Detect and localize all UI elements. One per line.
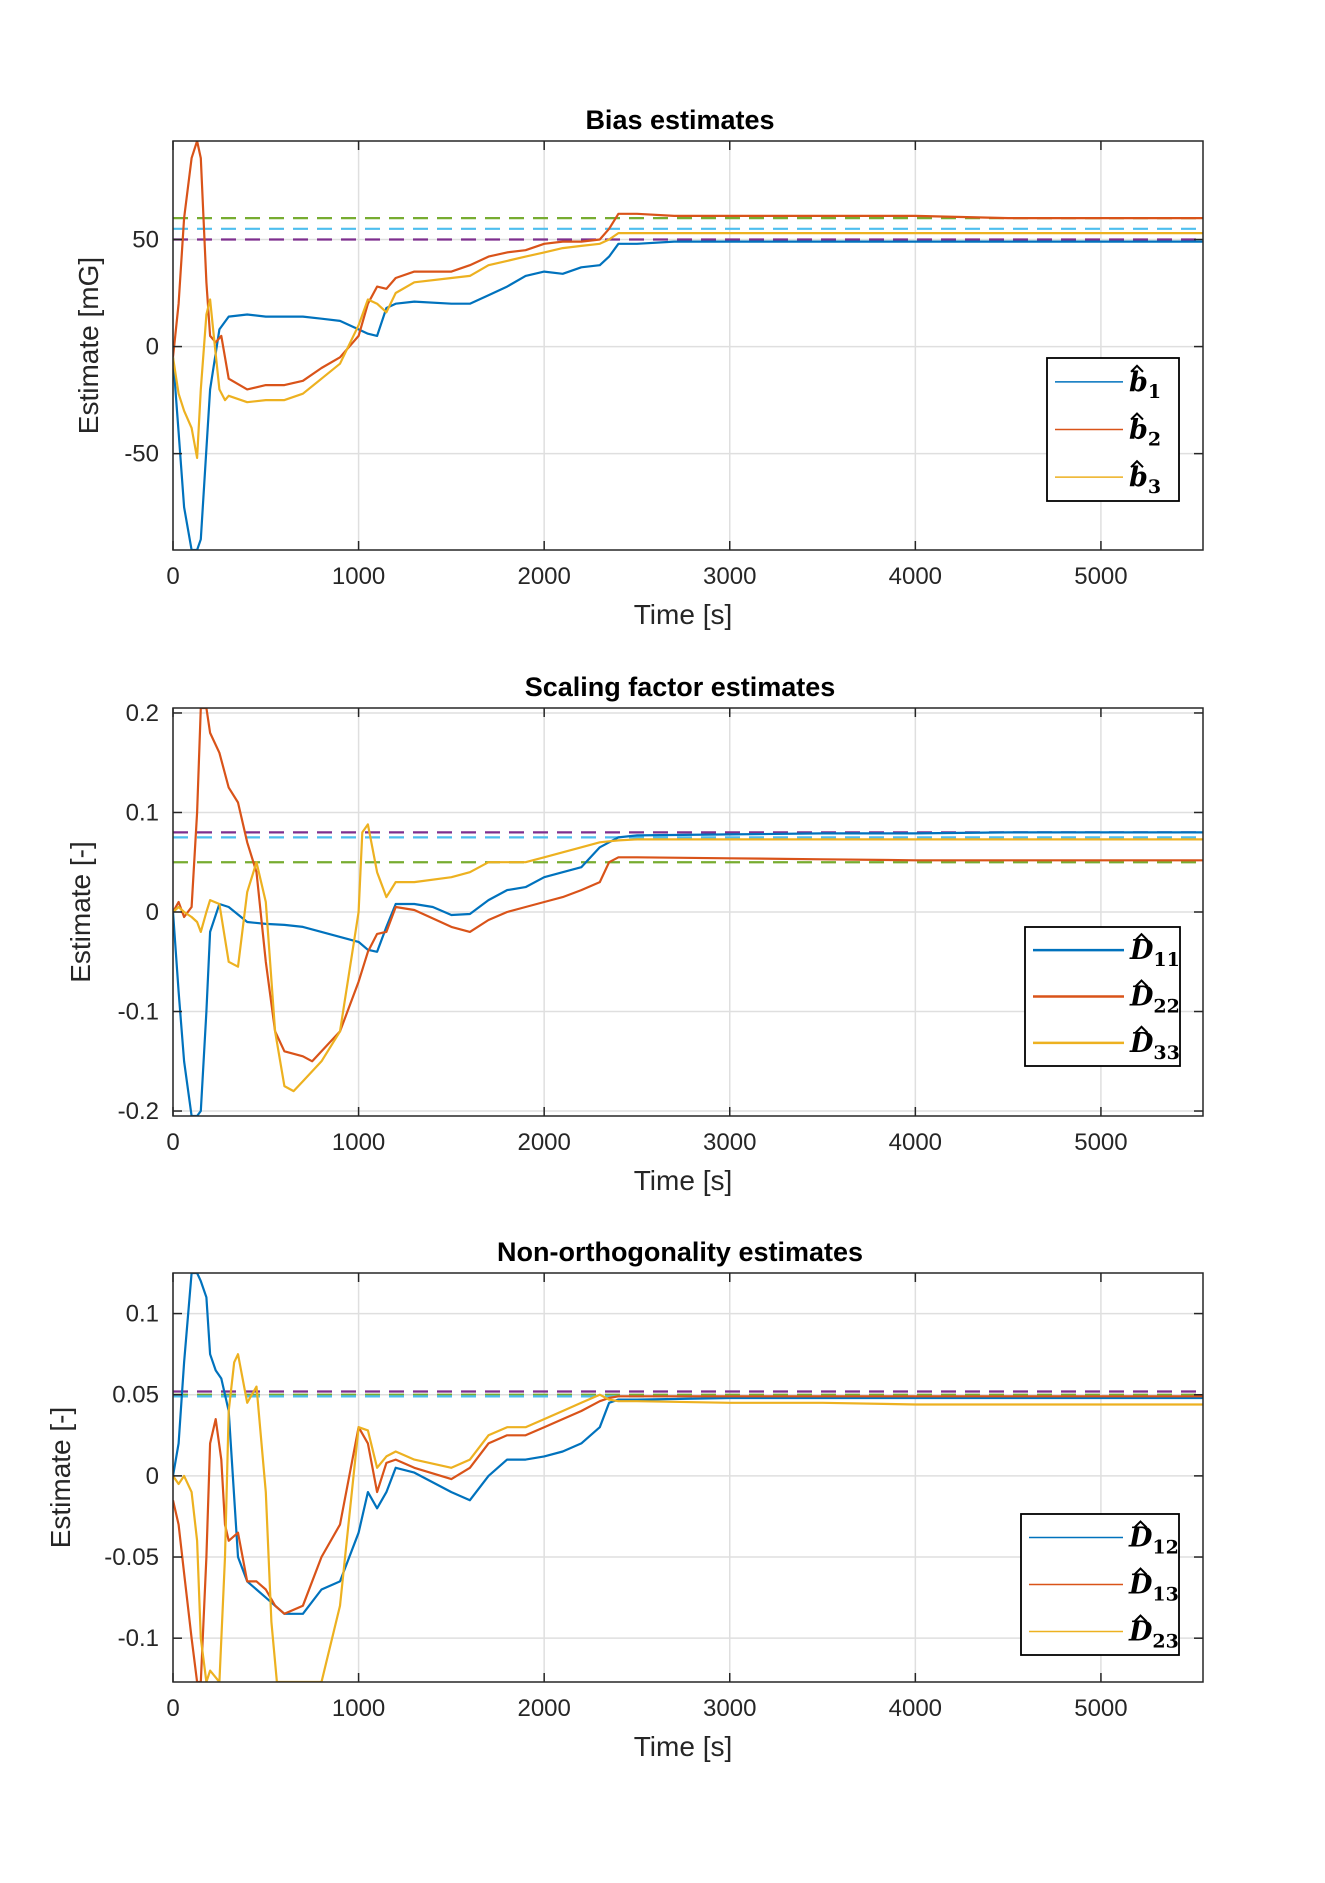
legend-symbol: D	[1129, 1028, 1154, 1059]
legend-label: b1	[1129, 367, 1161, 403]
x-tick-label: 4000	[889, 1129, 942, 1156]
y-axis-label: Estimate [-]	[65, 841, 96, 983]
y-tick-label: 0.1	[126, 1301, 159, 1328]
legend-label: b3	[1129, 462, 1161, 498]
axes-frame	[172, 140, 1204, 551]
legend-label: D11	[1129, 935, 1180, 971]
hat-accent	[1134, 932, 1149, 941]
x-tick-label: 0	[166, 1129, 179, 1156]
legend-subscript: 1	[1148, 381, 1161, 403]
panel-3: 0 1000 2000 3000 4000 5000 -0.1 -0.05 0 0.05 0.1 No…	[45, 1237, 1204, 1762]
legend-symbol: b	[1129, 367, 1148, 398]
y-tick-label: -0.1	[118, 999, 159, 1026]
reference-lines	[173, 216, 1203, 241]
chart-title: Scaling factor estimates	[525, 672, 836, 702]
legend-label: D13	[1128, 1570, 1179, 1606]
x-tick-label: 2000	[517, 1695, 570, 1722]
legend-subscript: 12	[1152, 1537, 1178, 1559]
y-axis-label: Estimate [mG]	[73, 257, 104, 434]
series-line-1	[173, 831, 1203, 1116]
chart-title: Bias estimates	[585, 105, 774, 135]
legend-label: D23	[1128, 1617, 1179, 1653]
y-tick-label: 50	[132, 227, 159, 254]
x-axis-label: Time [s]	[634, 1165, 733, 1196]
legend-subscript: 11	[1153, 949, 1179, 971]
x-tick-label: 5000	[1074, 1129, 1127, 1156]
axes-frame	[172, 1272, 1204, 1683]
panel-1: 0 1000 2000 3000 4000 5000 -50 0 50 Bias estimate…	[73, 105, 1204, 630]
hat-accent	[1133, 1614, 1148, 1623]
legend-subscript: 33	[1153, 1042, 1179, 1064]
y-tick-label: -0.1	[118, 1625, 159, 1652]
x-tick-label: 5000	[1074, 563, 1127, 590]
legend-subscript: 13	[1152, 1584, 1178, 1606]
hat-accent	[1134, 979, 1149, 988]
x-tick-label: 3000	[703, 1695, 756, 1722]
series-lines	[173, 1273, 1203, 1682]
legend-symbol: D	[1128, 1617, 1153, 1648]
legend-symbol: D	[1128, 1570, 1153, 1601]
x-axis-label: Time [s]	[634, 599, 733, 630]
y-axis-label: Estimate [-]	[45, 1407, 76, 1549]
y-tick-label: -50	[124, 441, 159, 468]
hat-accent	[1130, 364, 1144, 373]
series-line-3	[173, 232, 1203, 459]
x-tick-label: 3000	[703, 563, 756, 590]
legend-label: b2	[1129, 415, 1161, 451]
y-tick-label: 0.2	[126, 700, 159, 727]
panel-2: 0 1000 2000 3000 4000 5000 -0.2 -0.1 0 0.1 0.2 Scal…	[65, 672, 1204, 1196]
x-tick-label: 1000	[332, 563, 385, 590]
hat-accent	[1133, 1567, 1148, 1576]
legend-symbol: D	[1129, 935, 1154, 966]
hat-accent	[1133, 1520, 1148, 1529]
series-lines	[173, 708, 1203, 1116]
chart-title: Non-orthogonality estimates	[497, 1237, 863, 1267]
reference-lines	[173, 831, 1203, 864]
hat-accent	[1130, 412, 1144, 421]
legend-symbol: D	[1128, 1523, 1153, 1554]
hat-accent	[1134, 1025, 1149, 1034]
y-tick-label: 0.05	[112, 1382, 159, 1409]
series-line-1	[173, 240, 1203, 550]
grid	[172, 708, 1203, 1116]
series-line-2	[173, 141, 1203, 391]
x-tick-label: 4000	[889, 563, 942, 590]
x-tick-label: 1000	[332, 1695, 385, 1722]
series-line-3	[173, 823, 1203, 1093]
y-tick-label: -0.2	[118, 1098, 159, 1125]
y-tick-label: -0.05	[104, 1544, 159, 1571]
x-tick-label: 1000	[332, 1129, 385, 1156]
x-tick-label: 3000	[703, 1129, 756, 1156]
series-line-3	[173, 1353, 1203, 1682]
legend-label: D22	[1129, 982, 1180, 1018]
x-tick-label: 5000	[1074, 1695, 1127, 1722]
series-lines	[173, 141, 1203, 550]
legend-label: D12	[1128, 1523, 1179, 1559]
x-tick-label: 0	[166, 563, 179, 590]
hat-accent	[1130, 459, 1144, 468]
legend-subscript: 3	[1148, 476, 1161, 498]
series-line-2	[173, 1395, 1203, 1682]
y-tick-label: 0	[146, 334, 159, 361]
legend-subscript: 2	[1148, 429, 1161, 451]
y-tick-label: 0	[146, 899, 159, 926]
y-tick-label: 0.1	[126, 799, 159, 826]
legend-subscript: 22	[1153, 996, 1179, 1018]
x-tick-label: 2000	[517, 563, 570, 590]
x-tick-label: 2000	[517, 1129, 570, 1156]
legend-symbol: D	[1129, 982, 1154, 1013]
legend-symbol: b	[1129, 415, 1148, 446]
series-line-2	[173, 708, 1203, 1063]
legend-subscript: 23	[1152, 1631, 1178, 1653]
x-tick-label: 4000	[889, 1695, 942, 1722]
legend-symbol: b	[1129, 462, 1148, 493]
x-tick-label: 0	[166, 1695, 179, 1722]
x-axis-label: Time [s]	[634, 1731, 733, 1762]
legend-label: D33	[1129, 1028, 1180, 1064]
y-tick-label: 0	[146, 1463, 159, 1490]
